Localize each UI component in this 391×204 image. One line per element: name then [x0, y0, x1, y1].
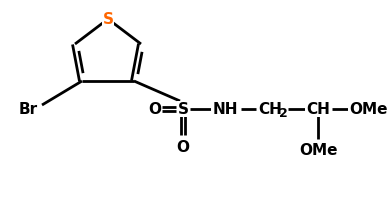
Text: OMe: OMe: [299, 143, 337, 158]
Text: S: S: [178, 102, 188, 117]
Text: CH: CH: [258, 102, 282, 117]
Text: NH: NH: [212, 102, 238, 117]
Text: OMe: OMe: [349, 102, 387, 117]
Text: S: S: [102, 12, 113, 27]
Text: O: O: [149, 102, 161, 117]
Text: O: O: [176, 140, 190, 155]
Text: CH: CH: [306, 102, 330, 117]
Text: 2: 2: [279, 107, 287, 120]
Text: Br: Br: [18, 102, 38, 117]
